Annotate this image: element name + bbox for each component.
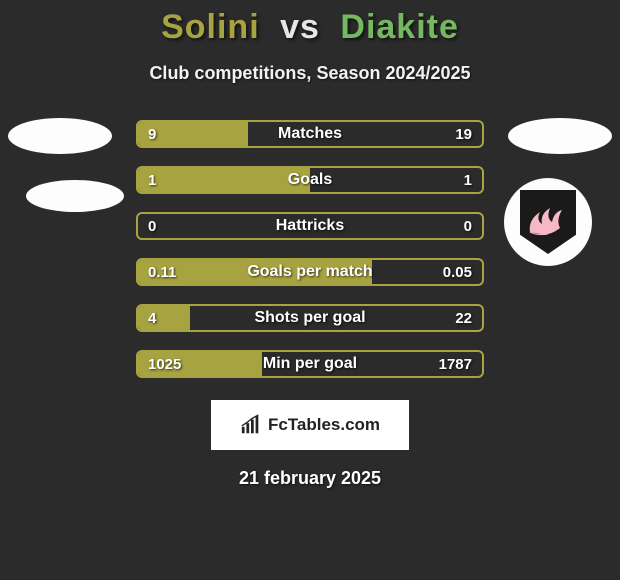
left-placeholder-group bbox=[8, 118, 124, 212]
footer-brand-box: FcTables.com bbox=[211, 400, 409, 450]
stat-bar: 0Hattricks0 bbox=[136, 212, 484, 240]
stat-bar: 1Goals1 bbox=[136, 166, 484, 194]
club-badge-eagle-icon bbox=[526, 202, 570, 240]
stat-label: Goals per match bbox=[138, 263, 482, 281]
stat-bar: 9Matches19 bbox=[136, 120, 484, 148]
stat-label: Goals bbox=[138, 171, 482, 189]
page-title: Solini vs Diakite bbox=[0, 8, 620, 47]
right-placeholder-group bbox=[508, 118, 612, 154]
footer-brand-text: FcTables.com bbox=[268, 415, 380, 435]
stat-value-right: 0 bbox=[464, 218, 472, 235]
club-badge-circle bbox=[504, 178, 592, 266]
stat-bar: 4Shots per goal22 bbox=[136, 304, 484, 332]
stat-value-right: 0.05 bbox=[443, 264, 472, 281]
left-oval-2 bbox=[26, 180, 124, 212]
club-badge-shield bbox=[520, 190, 576, 254]
stat-value-left: 9 bbox=[148, 126, 156, 143]
stat-value-left: 1 bbox=[148, 172, 156, 189]
stat-bar: 1025Min per goal1787 bbox=[136, 350, 484, 378]
stat-value-left: 0 bbox=[148, 218, 156, 235]
footer-date: 21 february 2025 bbox=[0, 468, 620, 489]
stat-value-left: 4 bbox=[148, 310, 156, 327]
comparison-bars: 9Matches19 1Goals1 0Hattricks0 0.11Goals pe… bbox=[136, 120, 484, 378]
stat-value-right: 1 bbox=[464, 172, 472, 189]
title-player1: Solini bbox=[161, 8, 260, 46]
right-oval-1 bbox=[508, 118, 612, 154]
chart-icon bbox=[240, 414, 262, 436]
stat-value-right: 19 bbox=[455, 126, 472, 143]
stat-label: Matches bbox=[138, 125, 482, 143]
stat-label: Min per goal bbox=[138, 355, 482, 373]
stat-value-right: 1787 bbox=[439, 356, 472, 373]
subtitle: Club competitions, Season 2024/2025 bbox=[0, 63, 620, 84]
stat-label: Shots per goal bbox=[138, 309, 482, 327]
stat-value-left: 0.11 bbox=[148, 264, 176, 281]
stat-value-left: 1025 bbox=[148, 356, 181, 373]
title-player2: Diakite bbox=[340, 8, 459, 46]
stat-label: Hattricks bbox=[138, 217, 482, 235]
stat-bar: 0.11Goals per match0.05 bbox=[136, 258, 484, 286]
left-oval-1 bbox=[8, 118, 112, 154]
title-vs: vs bbox=[280, 8, 320, 46]
stat-value-right: 22 bbox=[455, 310, 472, 327]
